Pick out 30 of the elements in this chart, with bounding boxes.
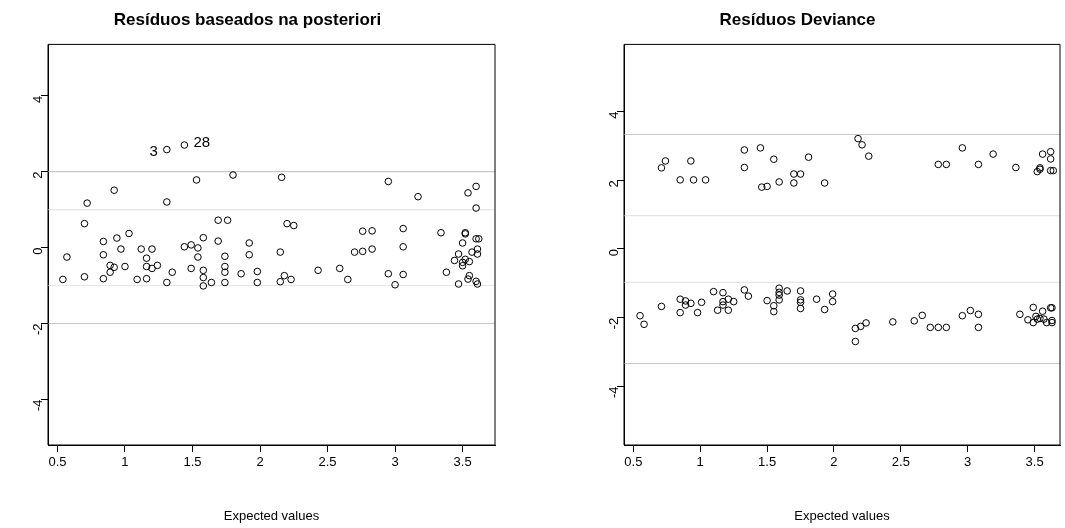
x-axis-title: Expected values bbox=[794, 507, 891, 523]
y-tick-label: 4 bbox=[605, 111, 621, 119]
chart-title: Resíduos Deviance bbox=[719, 9, 876, 29]
y-tick-label: 2 bbox=[29, 171, 45, 179]
annotation: 28 bbox=[193, 133, 211, 151]
x-tick-label: 1.5 bbox=[183, 454, 202, 470]
annotation: 3 bbox=[149, 141, 158, 159]
x-axis-title: Expected values bbox=[223, 507, 320, 523]
x-tick-label: 1 bbox=[696, 454, 704, 470]
x-tick-label: 3.5 bbox=[453, 454, 472, 470]
y-tick-label: 0 bbox=[605, 249, 621, 257]
x-tick-label: 3 bbox=[391, 454, 399, 470]
x-tick-label: 0.5 bbox=[624, 454, 643, 470]
x-tick-label: 1.5 bbox=[758, 454, 777, 470]
y-tick-label: -2 bbox=[29, 323, 45, 336]
y-tick-label: 0 bbox=[29, 247, 45, 255]
y-tick-label: 2 bbox=[605, 180, 621, 188]
y-tick-label: -4 bbox=[29, 399, 45, 411]
x-tick-label: 3 bbox=[964, 454, 972, 470]
chart-title: Resíduos baseados na posteriori bbox=[113, 9, 382, 29]
x-tick-label: 1 bbox=[121, 454, 129, 470]
x-tick-label: 2 bbox=[830, 454, 838, 470]
y-tick-label: 4 bbox=[29, 95, 45, 103]
x-tick-label: 2.5 bbox=[318, 454, 337, 470]
y-tick-label: -2 bbox=[605, 317, 621, 330]
x-tick-label: 0.5 bbox=[48, 454, 67, 470]
y-tick-label: -4 bbox=[605, 386, 621, 399]
x-tick-label: 2 bbox=[256, 454, 264, 470]
x-tick-label: 2.5 bbox=[891, 454, 910, 470]
x-tick-label: 3.5 bbox=[1025, 454, 1044, 470]
